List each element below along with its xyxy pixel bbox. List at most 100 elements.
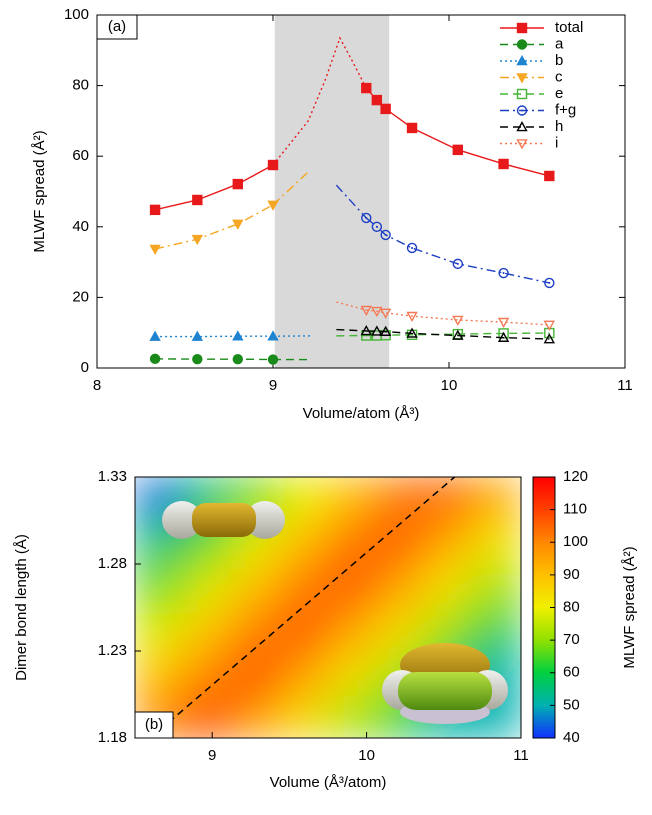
marker: [193, 355, 202, 364]
x-axis-label: Volume (Å³/atom): [270, 774, 387, 791]
heatmap-cell: [134, 564, 183, 609]
molecule-linear: [162, 501, 285, 539]
colorbar-tick-label: 100: [563, 533, 588, 550]
heatmap-cell: [231, 607, 280, 652]
y-axis-label: Dimer bond length (Å): [13, 534, 30, 681]
y-axis-label: MLWF spread (Å²): [31, 130, 48, 252]
heatmap-cell: [472, 477, 521, 522]
series-line: [155, 205, 273, 249]
heatmap-cell: [376, 520, 425, 565]
marker: [545, 171, 554, 180]
heatmap-cell: [231, 564, 280, 609]
heatmap-cell: [327, 564, 376, 609]
marker: [233, 355, 242, 364]
heatmap-cell: [134, 651, 183, 696]
y-tick-label: 100: [64, 6, 89, 23]
x-axis-label: Volume/atom (Å³): [303, 405, 420, 422]
heatmap-cell: [424, 477, 473, 522]
legend-label: f+g: [555, 101, 576, 118]
heatmap-cell: [327, 520, 376, 565]
heatmap-cell: [327, 651, 376, 696]
marker: [193, 195, 202, 204]
marker-dot: [548, 282, 550, 284]
marker-dot: [376, 226, 378, 228]
heatmap-cell: [472, 607, 521, 652]
heatmap-cell: [279, 607, 328, 652]
marker-dot: [385, 234, 387, 236]
heatmap-cell: [279, 564, 328, 609]
marker: [233, 180, 242, 189]
heatmap-cell: [424, 564, 473, 609]
colorbar-tick-label: 80: [563, 598, 580, 615]
heatmap-cell: [376, 607, 425, 652]
x-tick-label: 10: [441, 377, 458, 394]
heatmap-cell: [183, 607, 232, 652]
colorbar-tick-label: 40: [563, 729, 580, 746]
marker: [269, 355, 278, 364]
heatmap-cell: [327, 694, 376, 739]
heatmap-cell: [134, 607, 183, 652]
series-line: [366, 218, 549, 283]
marker: [151, 332, 160, 340]
x-tick-label: 8: [93, 377, 101, 394]
y-tick-label: 1.23: [98, 642, 127, 659]
marker-dot: [521, 110, 523, 112]
marker: [408, 123, 417, 132]
legend-label: b: [555, 52, 563, 69]
marker: [151, 245, 160, 253]
shaded-region: [275, 15, 389, 368]
legend-label: a: [555, 35, 564, 52]
heatmap-cell: [376, 477, 425, 522]
marker: [151, 354, 160, 363]
heatmap-cell: [231, 694, 280, 739]
y-tick-label: 40: [72, 218, 89, 235]
colorbar-label: MLWF spread (Å²): [621, 546, 638, 668]
heatmap-cell: [376, 564, 425, 609]
y-tick-label: 0: [81, 359, 89, 376]
colorbar-tick-label: 70: [563, 631, 580, 648]
legend-label: total: [555, 19, 583, 36]
marker: [362, 84, 371, 93]
x-tick-label: 9: [208, 747, 216, 764]
heatmap-cell: [183, 694, 232, 739]
colorbar-tick-label: 50: [563, 696, 580, 713]
colorbar-tick-label: 120: [563, 468, 588, 485]
legend-marker: [518, 24, 527, 33]
marker-dot: [503, 272, 505, 274]
heatmap-cell: [231, 651, 280, 696]
heatmap-cell: [279, 520, 328, 565]
heatmap-cell: [279, 694, 328, 739]
heatmap-cell: [279, 477, 328, 522]
plots: 891011020406080100Volume/atom (Å³)MLWF s…: [13, 6, 638, 791]
legend-label: e: [555, 85, 563, 102]
x-tick-label: 9: [269, 377, 277, 394]
heatmap-cell: [472, 564, 521, 609]
y-tick-label: 1.28: [98, 555, 127, 572]
heatmap-cell: [472, 520, 521, 565]
series-line: [366, 310, 549, 325]
legend-label: h: [555, 118, 563, 135]
marker: [269, 161, 278, 170]
y-tick-label: 80: [72, 77, 89, 94]
legend-label: i: [555, 134, 558, 151]
marker: [151, 205, 160, 214]
legend-marker: [518, 40, 527, 49]
panel-label: (a): [108, 18, 126, 35]
series-line: [155, 359, 273, 360]
marker-dot: [365, 217, 367, 219]
marker: [381, 104, 390, 113]
x-tick-label: 10: [358, 747, 375, 764]
colorbar-tick-label: 110: [563, 501, 587, 518]
marker: [499, 159, 508, 168]
panel-label: (b): [145, 716, 163, 733]
y-tick-label: 1.33: [98, 468, 127, 485]
marker-dot: [457, 263, 459, 265]
legend-label: c: [555, 68, 563, 85]
marker: [453, 145, 462, 154]
heatmap-cell: [327, 607, 376, 652]
heatmap-cell: [327, 477, 376, 522]
heatmap-cell: [183, 564, 232, 609]
y-tick-label: 60: [72, 147, 89, 164]
y-tick-label: 20: [72, 288, 89, 305]
